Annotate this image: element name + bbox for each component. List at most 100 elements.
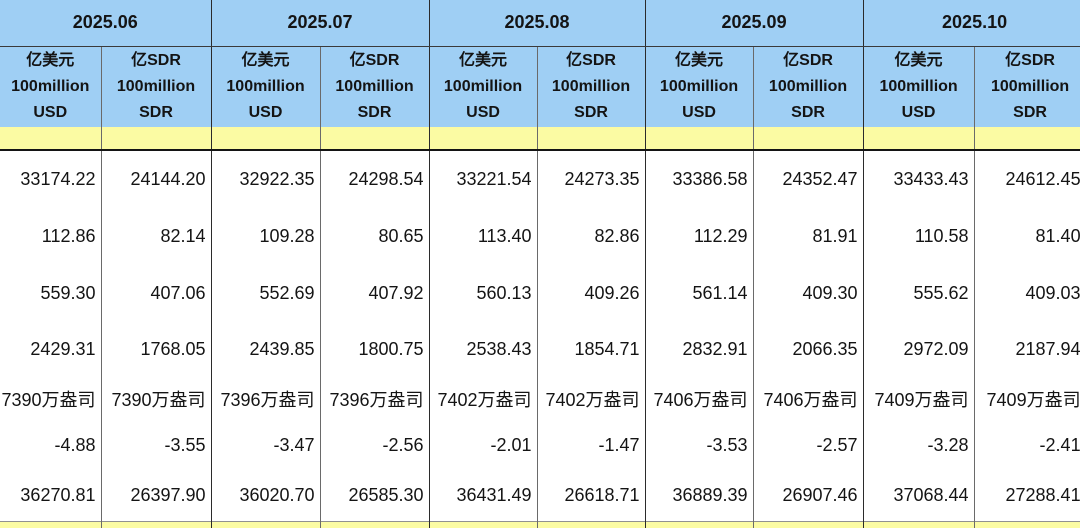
data-cell: 2538.43 [429, 322, 538, 377]
data-cell: 559.30 [0, 265, 102, 322]
month-header-2025-07: 2025.07 [211, 0, 430, 47]
subheader-line: USD [901, 103, 936, 121]
data-cell: 32922.35 [211, 150, 321, 208]
data-cell: 36270.81 [0, 471, 102, 521]
data-cell: 1854.71 [537, 322, 646, 377]
spacer-cell [863, 127, 975, 151]
data-cell: -2.41 [974, 420, 1080, 471]
spacer-cell [320, 520, 430, 528]
data-cell: 33433.43 [863, 150, 975, 208]
data-cell: 24352.47 [753, 150, 864, 208]
data-cell: 409.03 [974, 265, 1080, 322]
data-cell: 110.58 [863, 208, 975, 265]
table-row: 559.30 407.06 552.69 407.92 560.13 409.2… [0, 265, 1080, 322]
data-cell: 82.86 [537, 208, 646, 265]
spacer-cell [211, 520, 321, 528]
subheader-line: SDR [791, 103, 825, 121]
data-cell: -2.57 [753, 420, 864, 471]
subheader-line: SDR [1013, 103, 1047, 121]
table-row: -4.88 -3.55 -3.47 -2.56 -2.01 -1.47 -3.5… [0, 420, 1080, 471]
subheader-line: 亿美元 [894, 51, 943, 69]
data-cell: 113.40 [429, 208, 538, 265]
table-row: 33174.22 24144.20 32922.35 24298.54 3322… [0, 150, 1080, 208]
subheader-sdr: 亿SDR 100million SDR [101, 46, 212, 127]
data-cell: 26585.30 [320, 471, 430, 521]
spacer-cell [753, 127, 864, 151]
data-cell: -3.55 [101, 420, 212, 471]
data-cell: 112.86 [0, 208, 102, 265]
subheader-sdr: 亿SDR 100million SDR [537, 46, 646, 127]
data-cell: -4.88 [0, 420, 102, 471]
subheader-usd: 亿美元 100million USD [211, 46, 321, 127]
table-row: 7390万盎司 7390万盎司 7396万盎司 7396万盎司 7402万盎司 … [0, 377, 1080, 420]
subheader-line: 亿SDR [349, 51, 400, 69]
spacer-cell [101, 520, 212, 528]
data-cell: 7402万盎司 [429, 377, 538, 420]
data-cell: 7406万盎司 [753, 377, 864, 420]
data-cell: 2972.09 [863, 322, 975, 377]
spacer-cell [429, 520, 538, 528]
data-cell: 37068.44 [863, 471, 975, 521]
subheader-line: 亿美元 [675, 51, 724, 69]
subheader-line: 100million [116, 77, 196, 95]
spacer-cell [101, 127, 212, 151]
data-cell: 7390万盎司 [101, 377, 212, 420]
data-cell: 2066.35 [753, 322, 864, 377]
data-cell: 26907.46 [753, 471, 864, 521]
data-cell: 81.40 [974, 208, 1080, 265]
month-header-2025-09: 2025.09 [645, 0, 864, 47]
month-header-2025-06: 2025.06 [0, 0, 212, 47]
data-cell: 561.14 [645, 265, 754, 322]
subheader-line: 100million [335, 77, 414, 95]
subheader-line: USD [466, 103, 500, 121]
data-cell: 36889.39 [645, 471, 754, 521]
subheader-line: SDR [139, 103, 173, 121]
data-cell: 33386.58 [645, 150, 754, 208]
spacer-cell [645, 127, 754, 151]
table-row: 112.86 82.14 109.28 80.65 113.40 82.86 1… [0, 208, 1080, 265]
spacer-cell [0, 127, 102, 151]
data-cell: 33174.22 [0, 150, 102, 208]
data-cell: 24273.35 [537, 150, 646, 208]
data-cell: 2187.94 [974, 322, 1080, 377]
subheader-usd: 亿美元 100million USD [0, 46, 102, 127]
subheader-line: USD [682, 103, 716, 121]
subheader-line: SDR [357, 103, 392, 121]
month-header-2025-10: 2025.10 [863, 0, 1080, 47]
spacer-cell [645, 520, 754, 528]
data-cell: 409.30 [753, 265, 864, 322]
data-cell: 24298.54 [320, 150, 430, 208]
data-cell: 552.69 [211, 265, 321, 322]
yellow-spacer-row-bottom [0, 520, 1080, 528]
data-cell: 2439.85 [211, 322, 321, 377]
data-cell: 1800.75 [320, 322, 430, 377]
subheader-line: USD [33, 103, 68, 121]
spacer-cell [429, 127, 538, 151]
data-cell: 7396万盎司 [320, 377, 430, 420]
data-cell: 7409万盎司 [863, 377, 975, 420]
subheader-line: 100million [659, 77, 739, 95]
subheader-line: 100million [443, 77, 523, 95]
data-cell: 7409万盎司 [974, 377, 1080, 420]
data-cell: 7406万盎司 [645, 377, 754, 420]
subheader-line: 100million [879, 77, 958, 95]
subheader-line: 亿SDR [783, 51, 833, 69]
data-cell: 409.26 [537, 265, 646, 322]
table-row: 36270.81 26397.90 36020.70 26585.30 3643… [0, 471, 1080, 521]
data-cell: 26397.90 [101, 471, 212, 521]
data-cell: -3.47 [211, 420, 321, 471]
month-header-2025-08: 2025.08 [429, 0, 646, 47]
subheader-line: USD [248, 103, 283, 121]
data-cell: 24612.45 [974, 150, 1080, 208]
subheader-line: 100million [551, 77, 631, 95]
yellow-spacer-row-top [0, 127, 1080, 151]
data-cell: 80.65 [320, 208, 430, 265]
subheader-line: 100million [990, 77, 1070, 95]
data-cell: -3.28 [863, 420, 975, 471]
subheader-usd: 亿美元 100million USD [863, 46, 975, 127]
data-cell: 24144.20 [101, 150, 212, 208]
data-cell: 27288.41 [974, 471, 1080, 521]
spacer-cell [537, 127, 646, 151]
spacer-cell [320, 127, 430, 151]
